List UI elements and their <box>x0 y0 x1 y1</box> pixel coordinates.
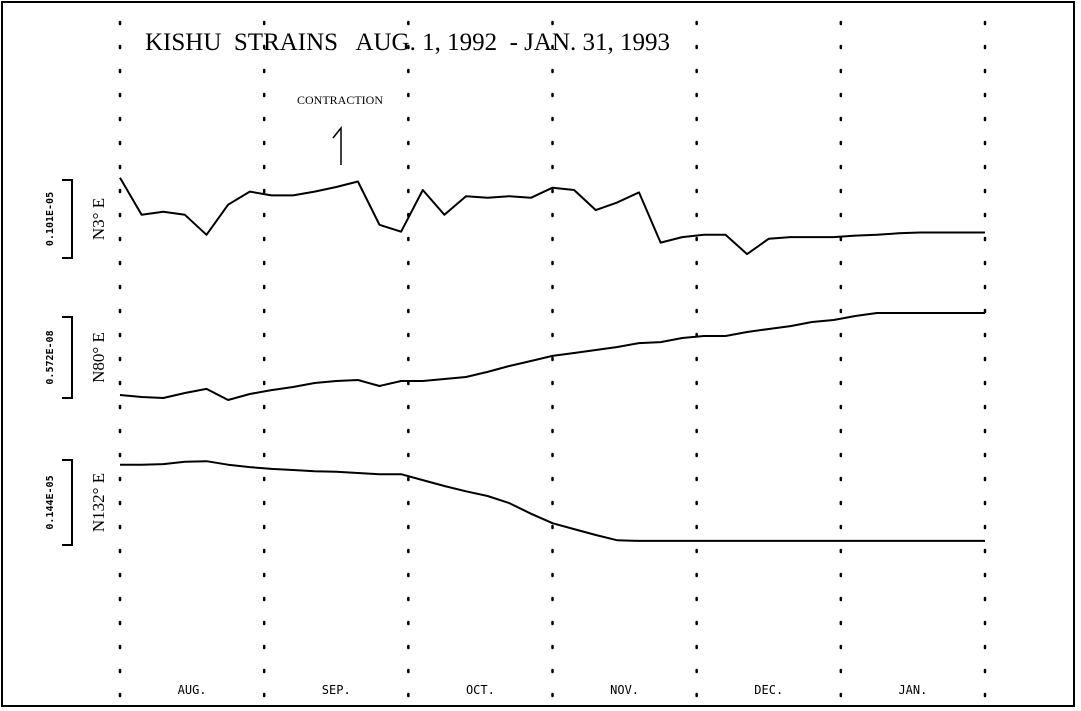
x-tick-label: NOV. <box>610 683 639 697</box>
x-tick-label: OCT. <box>466 683 495 697</box>
scale-label: 0.101E-05 <box>45 192 56 246</box>
scale-bar <box>62 316 73 399</box>
series-name: N80° E <box>89 332 108 383</box>
series-line <box>119 312 985 401</box>
series-line <box>120 460 985 542</box>
scale-bar <box>62 179 73 259</box>
series-name: N3° E <box>89 198 108 240</box>
x-tick-label: AUG. <box>178 683 207 697</box>
series-line <box>119 177 985 256</box>
chart-title: KISHU STRAINS AUG. 1, 1992 - JAN. 31, 19… <box>145 29 670 56</box>
scale-label: 0.572E-08 <box>45 330 56 384</box>
annotation-arrow <box>332 125 342 165</box>
scale-label: 0.144E-05 <box>45 475 56 529</box>
x-tick-label: JAN. <box>898 683 927 697</box>
scale-bar <box>62 459 73 546</box>
x-tick-label: SEP. <box>322 683 351 697</box>
x-tick-label: DEC. <box>754 683 783 697</box>
series-name: N132° E <box>89 473 108 532</box>
annotation: CONTRACTION <box>297 93 383 107</box>
